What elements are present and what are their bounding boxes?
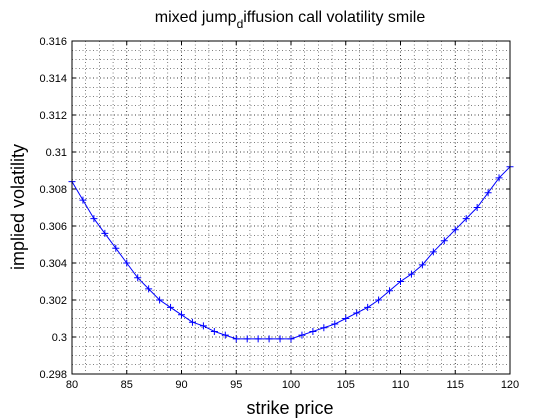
data-point-marker: [407, 270, 415, 278]
x-tick-label: 115: [446, 379, 464, 391]
data-point-marker: [210, 327, 218, 335]
data-point-marker: [309, 327, 317, 335]
data-point-marker: [462, 215, 470, 223]
y-tick-label: 0.3: [52, 332, 67, 344]
title-subscript: d: [237, 17, 244, 31]
data-point-marker: [353, 309, 361, 317]
x-tick-label: 100: [282, 379, 300, 391]
axis-ticks: 80 85 90 95 100 105 110 115 120 0.298 0.3 0.302 0.30…: [39, 36, 519, 391]
data-point-marker: [79, 196, 87, 204]
y-tick-label: 0.31: [46, 147, 67, 159]
x-tick-label: 105: [337, 379, 355, 391]
data-point-marker: [254, 335, 262, 343]
y-axis-label: implied volatility: [8, 144, 28, 270]
y-tick-label: 0.308: [39, 184, 67, 196]
data-point-marker: [451, 226, 459, 234]
data-point-marker: [232, 335, 240, 343]
data-point-marker: [178, 311, 185, 319]
y-tick-label: 0.314: [39, 73, 67, 85]
data-point-marker: [320, 324, 328, 332]
data-point-marker: [112, 244, 120, 252]
data-point-marker: [101, 229, 109, 237]
data-point-marker: [188, 318, 196, 326]
data-point-marker: [243, 335, 251, 343]
data-point-marker: [90, 215, 98, 223]
data-point-marker: [134, 274, 142, 282]
y-tick-label: 0.298: [39, 369, 67, 381]
data-point-marker: [342, 315, 350, 322]
data-point-marker: [221, 331, 229, 339]
data-point-marker: [429, 248, 437, 256]
data-point-marker: [473, 204, 481, 211]
data-point-marker: [418, 261, 426, 269]
y-tick-label: 0.302: [39, 295, 67, 307]
x-tick-label: 120: [501, 379, 519, 391]
y-tick-label: 0.312: [39, 110, 67, 122]
data-point-marker: [265, 335, 273, 343]
data-point-marker: [287, 335, 295, 343]
chart-title: mixed jumpdiffusion call volatility smil…: [155, 9, 426, 31]
data-point-marker: [156, 296, 164, 304]
x-axis-label: strike price: [246, 398, 333, 418]
data-point-marker: [364, 303, 372, 311]
data-point-marker: [123, 259, 131, 267]
x-tick-label: 80: [66, 379, 78, 391]
title-main: mixed jump: [155, 9, 237, 26]
data-point-marker: [276, 335, 284, 343]
data-point-marker: [440, 237, 448, 245]
x-tick-label: 90: [175, 379, 187, 391]
data-point-marker: [298, 331, 306, 339]
y-tick-label: 0.316: [39, 36, 67, 48]
y-tick-label: 0.304: [39, 258, 67, 270]
data-point-marker: [375, 296, 383, 304]
data-point-marker: [484, 189, 492, 197]
x-tick-label: 85: [121, 379, 133, 391]
series-layer: [68, 163, 514, 343]
data-point-marker: [145, 285, 153, 293]
data-point-marker: [495, 174, 503, 182]
data-point-marker: [199, 322, 207, 330]
data-point-marker: [331, 320, 339, 328]
x-tick-label: 95: [230, 379, 242, 391]
data-point-marker: [397, 278, 404, 285]
data-point-marker: [386, 287, 394, 295]
title-rest: iffusion call volatility smile: [243, 9, 425, 26]
data-point-marker: [167, 303, 175, 311]
x-tick-label: 110: [392, 379, 410, 391]
y-tick-label: 0.306: [39, 221, 67, 233]
